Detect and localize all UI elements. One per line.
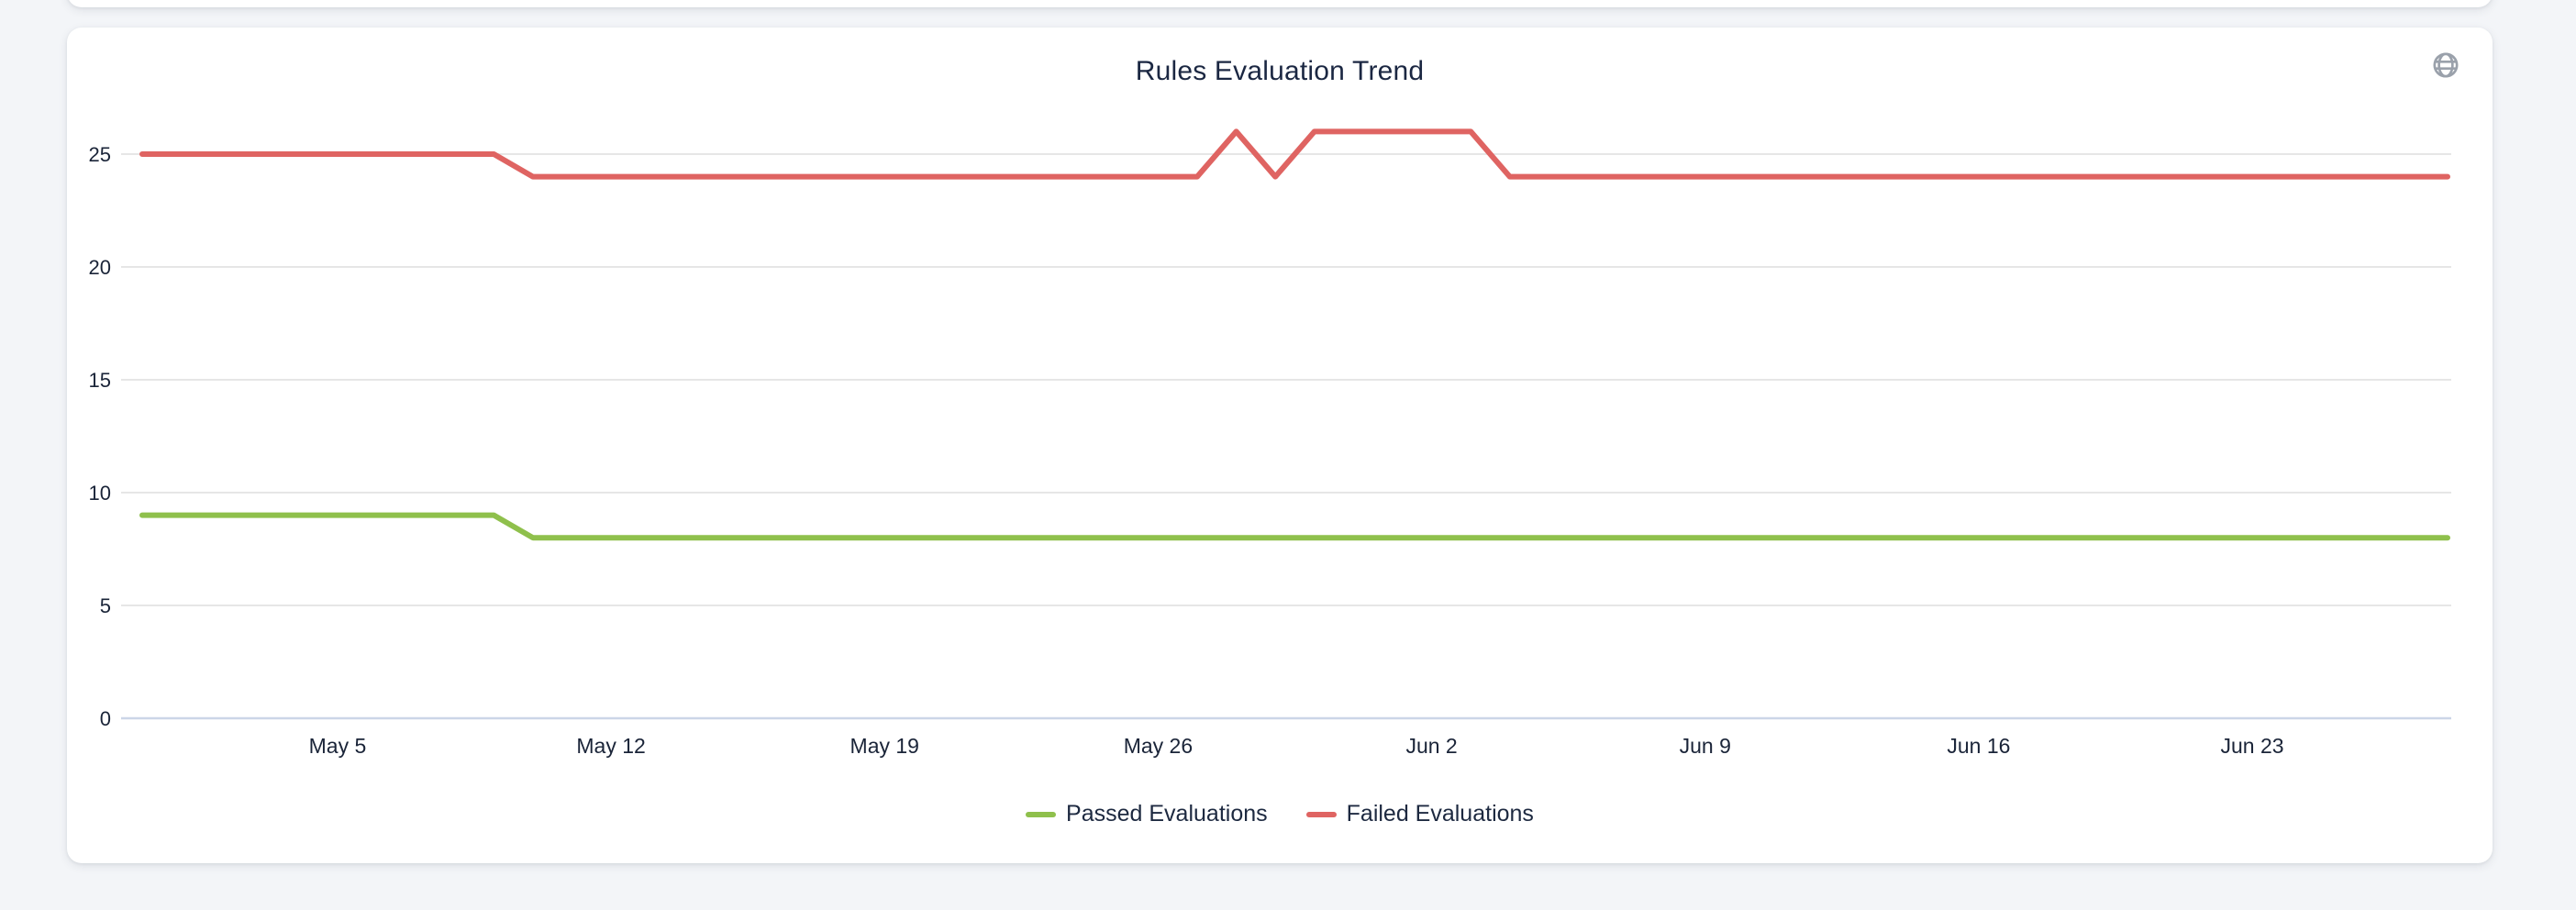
passed-legend-marker: [1026, 811, 1057, 817]
previous-card-edge: [67, 0, 2493, 7]
globe-button[interactable]: [2428, 48, 2463, 83]
y-axis-tick-label: 25: [89, 143, 111, 166]
x-axis-tick-label: Jun 23: [2221, 734, 2284, 758]
y-axis-tick-label: 15: [89, 369, 111, 392]
chart-legend: Passed Evaluations Failed Evaluations: [67, 801, 2493, 827]
x-axis-tick-label: Jun 16: [1947, 734, 2010, 758]
trend-chart-canvas[interactable]: 0 5 10 15 20 25 May 5 May 12 May 19 May 26 Jun 2 Ju…: [67, 28, 2493, 863]
x-axis-tick-label: May 26: [1124, 734, 1193, 758]
y-axis-tick-label: 20: [89, 256, 111, 279]
chart-title: Rules Evaluation Trend: [1135, 56, 1425, 86]
y-axis-tick-label: 10: [89, 482, 111, 505]
legend-item-passed[interactable]: Passed Evaluations: [1026, 801, 1268, 827]
globe-icon: [2433, 52, 2459, 78]
legend-item-failed[interactable]: Failed Evaluations: [1305, 801, 1534, 827]
failed-legend-marker: [1305, 811, 1337, 817]
y-axis-tick-label: 5: [100, 594, 111, 617]
failed-legend-label: Failed Evaluations: [1346, 801, 1534, 827]
failed-evaluations-line[interactable]: [139, 128, 2450, 180]
passed-evaluations-line[interactable]: [139, 512, 2450, 541]
x-axis-tick-label: Jun 2: [1405, 734, 1457, 758]
chart-card: Rules Evaluation Trend 0 5 10 15 20 25 May 5 Ma…: [67, 28, 2493, 863]
x-axis-tick-label: May 5: [309, 734, 367, 758]
passed-legend-label: Passed Evaluations: [1066, 801, 1268, 827]
y-axis-tick-label: 0: [100, 707, 111, 730]
x-axis-tick-label: May 19: [850, 734, 919, 758]
x-axis-tick-label: May 12: [576, 734, 645, 758]
x-axis-tick-label: Jun 9: [1680, 734, 1731, 758]
